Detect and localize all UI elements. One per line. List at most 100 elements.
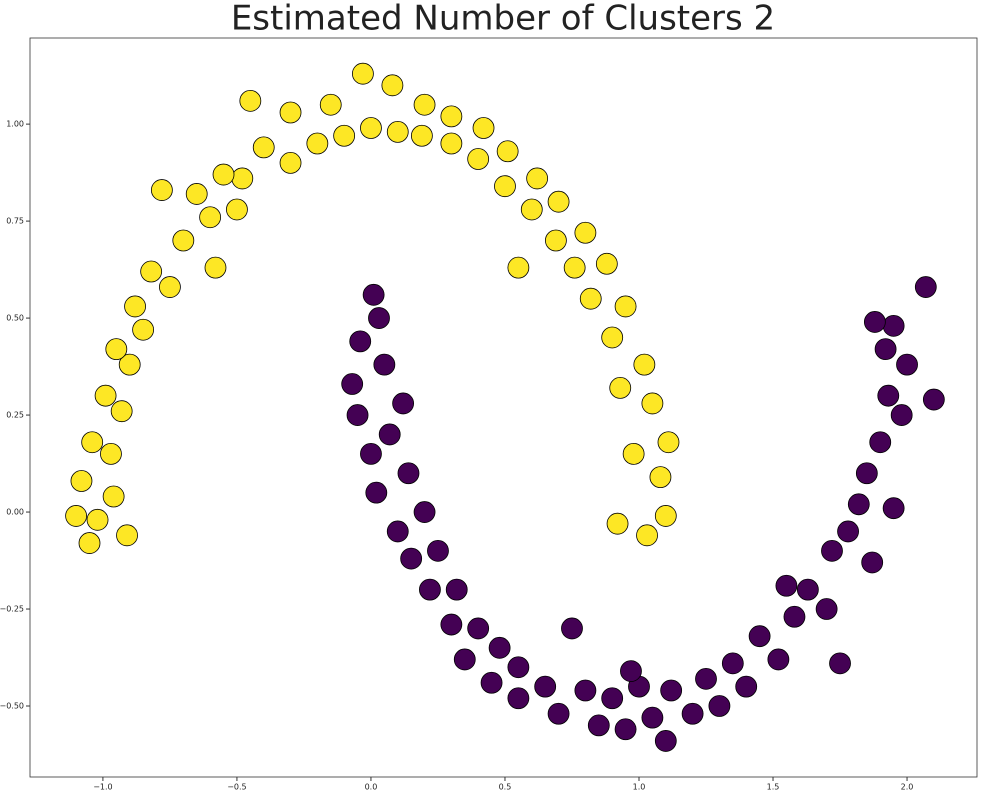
point [735, 675, 758, 698]
point [132, 318, 155, 341]
point [657, 431, 680, 454]
point [882, 497, 905, 520]
point [547, 702, 570, 725]
point [453, 648, 476, 671]
point [472, 117, 495, 139]
point [622, 442, 645, 465]
point [587, 714, 610, 737]
point [231, 167, 254, 190]
point [633, 353, 656, 376]
point [721, 652, 744, 675]
point [226, 198, 248, 221]
point [360, 117, 382, 139]
point [419, 578, 441, 601]
point [185, 183, 208, 205]
point [847, 493, 870, 516]
point [829, 652, 851, 675]
point [649, 466, 672, 489]
x-tick-label: 0.5 [499, 783, 512, 792]
point [413, 93, 436, 116]
x-tick-label: 1.5 [767, 783, 780, 792]
point [333, 124, 356, 147]
point [105, 338, 128, 361]
point [507, 656, 530, 679]
point [150, 179, 173, 201]
y-tick-label: 0.25 [6, 411, 24, 420]
point [574, 221, 597, 244]
point [922, 388, 945, 411]
point [614, 295, 637, 318]
point [360, 442, 382, 465]
point [534, 675, 557, 698]
point [641, 392, 664, 415]
point [365, 481, 388, 504]
point [783, 605, 806, 628]
point [767, 648, 790, 671]
point [368, 307, 390, 329]
y-tick-label: 1.00 [6, 120, 24, 129]
point [681, 702, 704, 725]
point [124, 295, 146, 318]
y-tick-label: −0.25 [0, 605, 24, 614]
point [400, 547, 423, 570]
y-tick-label: 0.75 [6, 217, 24, 226]
point [378, 423, 401, 446]
point [427, 539, 449, 562]
x-tick-label: −0.5 [227, 783, 246, 792]
point [199, 206, 222, 229]
point [413, 501, 436, 523]
point [352, 62, 374, 85]
point [392, 392, 415, 415]
point [654, 730, 677, 752]
point [869, 431, 892, 454]
x-tick-label: 0.0 [365, 783, 378, 792]
point [204, 256, 227, 279]
point [614, 718, 637, 741]
x-tick-label: 2.0 [901, 783, 914, 792]
point [86, 508, 109, 531]
point [890, 404, 913, 426]
point [914, 276, 937, 298]
point [381, 74, 404, 97]
x-tick-label: 1.0 [633, 783, 646, 792]
point [496, 140, 519, 163]
point [100, 442, 122, 465]
y-tick-label: 0.00 [6, 508, 24, 517]
x-tick-label: −1.0 [93, 783, 112, 792]
point [748, 625, 771, 648]
point [896, 353, 918, 376]
point [172, 229, 195, 252]
point [467, 148, 490, 170]
point [440, 613, 463, 636]
point [279, 101, 302, 124]
point [563, 256, 586, 279]
point [641, 706, 664, 729]
point [440, 105, 463, 128]
point [821, 539, 843, 562]
point [480, 671, 503, 694]
point [561, 617, 583, 640]
point [397, 462, 420, 485]
point [547, 190, 570, 213]
plot-frame [29, 37, 978, 778]
point [373, 353, 396, 376]
point [116, 524, 138, 547]
point [601, 326, 624, 349]
point [440, 132, 463, 155]
point [212, 163, 235, 186]
point [837, 520, 859, 543]
point [386, 120, 409, 143]
point [239, 89, 262, 112]
point [279, 152, 302, 174]
point [520, 198, 543, 221]
point [81, 431, 104, 454]
point [877, 384, 900, 407]
point [445, 578, 468, 601]
point [660, 679, 683, 702]
point [488, 636, 511, 659]
point [102, 485, 125, 508]
y-tick-label: 0.50 [6, 314, 24, 323]
point [362, 283, 385, 306]
point [118, 353, 141, 376]
point [306, 132, 329, 155]
